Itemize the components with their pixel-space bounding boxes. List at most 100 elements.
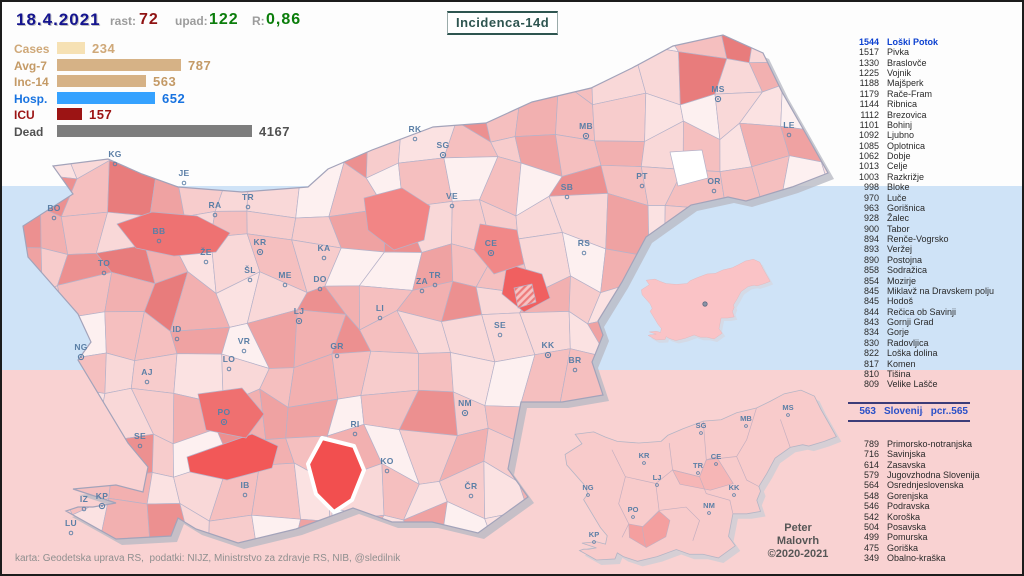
municipality-row: 1112 Brezovica (847, 109, 1022, 120)
municipality-row: 845 Hodoš (847, 296, 1022, 306)
city-dot-core (585, 135, 587, 137)
stat-value: 157 (89, 107, 113, 123)
city-dot (461, 409, 469, 417)
town-dot (68, 530, 74, 536)
municipality-cell (750, 316, 792, 369)
municipality-label: SE (494, 320, 506, 330)
municipality-cell (478, 553, 519, 576)
row-name: Loški Potok (887, 36, 939, 47)
row-name: Veržej (887, 244, 913, 255)
row-name: Razkrižje (887, 171, 925, 182)
municipality-row: 830 Radovljica (847, 337, 1022, 348)
row-name: Majšperk (887, 78, 924, 89)
municipality-label: PO (218, 407, 231, 417)
stat-label: Hosp. (14, 91, 48, 106)
municipality-label: JE (179, 168, 190, 178)
inset-region-label: LJ (653, 473, 662, 482)
inset-region-label: KP (589, 530, 599, 539)
municipality-cell (514, 79, 560, 137)
row-name: Gornji Grad (887, 317, 934, 328)
row-name: Gorenjska (887, 490, 929, 501)
row-value: 1062 (858, 151, 879, 162)
city-dot-core (80, 356, 82, 358)
town-dot (156, 238, 162, 244)
inset-region-dot (631, 515, 635, 519)
report-date: 18.4.2021 (16, 10, 101, 29)
municipality-cell (23, 497, 40, 543)
row-value: 834 (863, 327, 879, 338)
municipality-row: 844 Rečica ob Savinji (847, 307, 1022, 317)
municipality-label: RA (209, 200, 222, 210)
row-value: 894 (863, 234, 879, 245)
row-value: 789 (863, 438, 879, 449)
municipality-cell (23, 311, 37, 370)
city-dot (256, 248, 264, 256)
inset-region-dot (642, 461, 646, 465)
inset-region-label: MS (782, 403, 793, 412)
row-name: Bloke (887, 182, 910, 193)
row-name: Žalec (887, 213, 910, 224)
town-dot (174, 336, 180, 342)
stat-label: Cases (14, 42, 50, 56)
row-value: 542 (863, 511, 879, 522)
inset-region-label: MB (740, 414, 752, 423)
municipality-cell (667, 345, 708, 407)
town-dot (419, 288, 425, 294)
municipality-list: 1544 Loški Potok 1517 Pivka 1330 Braslovče 122… (847, 36, 1022, 390)
municipality-label: ID (172, 324, 181, 334)
row-name: Postojna (887, 254, 923, 265)
municipality-cell (590, 35, 639, 63)
municipality-label: KK (542, 340, 555, 350)
stat-row: Avg-7 787 (14, 58, 334, 73)
city-dot-core (717, 98, 719, 100)
municipality-cell (23, 477, 42, 517)
city-dot (220, 418, 228, 426)
municipality-label: LU (65, 518, 77, 528)
region-border (641, 483, 660, 548)
municipality-label: OR (707, 176, 720, 186)
municipality-cell (518, 509, 567, 543)
region-row: 564 Osrednjeslovenska (847, 480, 1022, 491)
row-value: 1085 (858, 140, 879, 151)
decline-value: 122 (209, 11, 239, 28)
growth-label: rast: (110, 14, 137, 28)
city-dot-core (298, 320, 300, 322)
municipality-label: NG (74, 342, 87, 352)
ce-dark-cell (473, 223, 525, 275)
city-dot (439, 151, 447, 159)
municipality-cell (750, 348, 788, 400)
row-name: Vojnik (887, 68, 912, 79)
growth-value: 72 (139, 11, 159, 28)
row-value: 1112 (860, 109, 879, 120)
town-dot (352, 431, 358, 437)
row-name: Zasavska (887, 459, 926, 470)
author-signature: Peter Malovrh ©2020-2021 (754, 522, 842, 561)
town-dot (112, 161, 118, 167)
bb-dark-cell (116, 211, 231, 257)
row-name: Loška dolina (887, 348, 938, 359)
municipality-row: 1085 Oplotnica (847, 140, 1022, 151)
inset-region-label: KR (639, 451, 650, 460)
row-name: Oplotnica (887, 140, 926, 151)
city-dot-core (101, 505, 103, 507)
row-name: Osrednjeslovenska (887, 480, 964, 491)
row-name: Tišina (887, 368, 911, 379)
city-dot-core (442, 154, 444, 156)
municipality-row: 894 Renče-Vogrsko (847, 234, 1022, 245)
town-dot (101, 270, 107, 276)
municipality-label: BB (153, 226, 166, 236)
municipality-cell (782, 52, 828, 86)
municipality-row: 810 Tišina (847, 368, 1022, 379)
slovenia-summary-value: 563 (859, 406, 876, 417)
row-name: Luče (887, 192, 907, 203)
row-value: 830 (863, 337, 879, 348)
municipality-cell (517, 553, 566, 576)
municipality-row: 845 Miklavž na Dravskem polju (847, 286, 1022, 296)
municipality-row: 834 Gorje (847, 327, 1022, 338)
inset-region-dot (786, 413, 790, 417)
row-value: 1517 (858, 47, 879, 58)
inset-region-dot (586, 493, 590, 497)
row-name: Dobje (887, 151, 911, 162)
inset-region-dot (732, 493, 736, 497)
municipality-cell (23, 246, 43, 296)
